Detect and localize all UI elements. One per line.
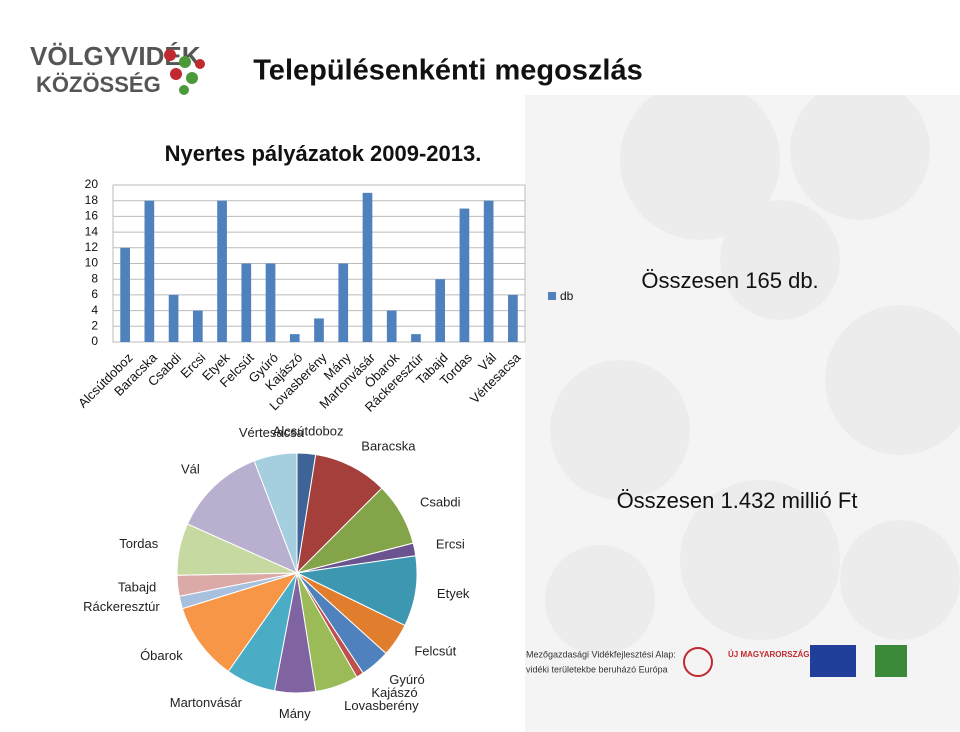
bar bbox=[265, 263, 276, 342]
pie-slice bbox=[253, 452, 298, 574]
y-tick-label: 18 bbox=[85, 193, 99, 207]
slice-label: Lovasberény bbox=[344, 698, 419, 713]
footer-text: Mezőgazdasági Vidékfejlesztési Alap: bbox=[526, 649, 676, 659]
bar bbox=[289, 334, 300, 342]
logo-text: KÖZÖSSÉG bbox=[36, 72, 161, 97]
slice-label: Tordas bbox=[119, 536, 159, 551]
slice-label: Óbarok bbox=[140, 648, 183, 663]
total-amount: Összesen 1.432 millió Ft bbox=[617, 488, 858, 513]
y-tick-label: 14 bbox=[85, 224, 99, 238]
bar bbox=[144, 200, 155, 342]
chart-title: Nyertes pályázatok 2009-2013. bbox=[165, 141, 482, 166]
slice-label: Gyúró bbox=[389, 672, 424, 687]
legend-swatch bbox=[548, 292, 556, 300]
slice-label: Vál bbox=[181, 462, 200, 477]
footer-text: ÚJ MAGYARORSZÁG bbox=[728, 650, 810, 659]
bar bbox=[435, 279, 446, 342]
slice-label: Martonvásár bbox=[170, 695, 243, 710]
bar bbox=[362, 192, 373, 342]
bar bbox=[217, 200, 227, 342]
y-tick-label: 12 bbox=[85, 240, 99, 254]
bar bbox=[241, 263, 252, 342]
bar bbox=[459, 208, 470, 342]
total-count: Összesen 165 db. bbox=[641, 268, 818, 293]
eu-flag bbox=[810, 645, 856, 677]
y-tick-label: 16 bbox=[85, 209, 99, 223]
bar bbox=[483, 200, 494, 342]
bar bbox=[314, 318, 324, 342]
slice-label: Felcsút bbox=[414, 644, 456, 659]
pie-slice bbox=[186, 460, 298, 574]
bar bbox=[192, 310, 203, 342]
y-tick-label: 0 bbox=[91, 334, 98, 348]
bar bbox=[338, 263, 349, 342]
slice-label: Etyek bbox=[437, 586, 470, 601]
logo-dots bbox=[164, 49, 205, 95]
bar bbox=[508, 294, 518, 342]
slice-label: Kajászó bbox=[371, 685, 417, 700]
slice-label: Baracska bbox=[361, 438, 416, 453]
y-tick-label: 6 bbox=[91, 287, 98, 301]
y-tick-label: 4 bbox=[91, 303, 98, 317]
bar bbox=[168, 294, 179, 342]
y-tick-label: 8 bbox=[91, 271, 98, 285]
slice-label: Mány bbox=[279, 706, 311, 721]
slice-label: Tabajd bbox=[118, 580, 156, 595]
slice-label: Alcsútdoboz bbox=[273, 423, 344, 438]
y-tick-label: 10 bbox=[85, 256, 99, 270]
legend-label: db bbox=[560, 289, 574, 303]
decoration bbox=[525, 80, 960, 732]
y-tick-label: 20 bbox=[85, 177, 99, 191]
bar bbox=[411, 334, 421, 342]
y-tick-label: 2 bbox=[91, 318, 98, 332]
footer-text: vidéki területekbe beruházó Európa bbox=[526, 664, 668, 674]
bar bbox=[120, 247, 130, 342]
slide-title: Településenkénti megoszlás bbox=[253, 55, 643, 87]
slice-label: Ercsi bbox=[436, 537, 465, 552]
slice-label: Csabdi bbox=[420, 494, 461, 509]
pie-slice bbox=[296, 453, 383, 575]
bar bbox=[386, 310, 397, 342]
ministry-logo bbox=[683, 647, 713, 677]
pie-slice bbox=[181, 572, 299, 673]
leader-logo bbox=[875, 645, 907, 677]
slice-label: Ráckeresztúr bbox=[83, 599, 160, 614]
slice-label: Vértesacsa bbox=[239, 425, 305, 440]
header bbox=[0, 0, 960, 95]
pie-chart: Alcsútdoboz Baracska Csabdi Ercsi Etyek Felcs… bbox=[83, 423, 470, 721]
